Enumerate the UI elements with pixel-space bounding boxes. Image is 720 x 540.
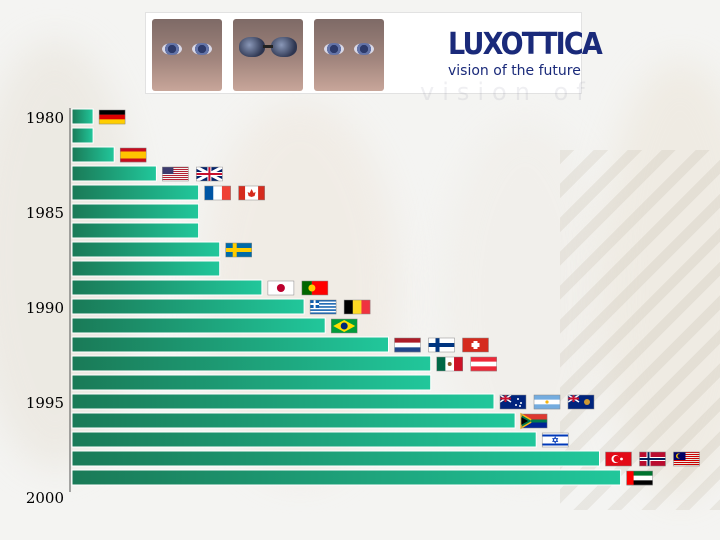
- sweden-flag: [225, 242, 252, 258]
- bar-1987: [71, 241, 221, 258]
- belgium-flag: [343, 299, 371, 315]
- bar-1995: [71, 393, 495, 410]
- bar-1989: [71, 279, 263, 296]
- bar-1988: [71, 260, 221, 277]
- canada-flag: [238, 185, 265, 201]
- eyes-photo-3: [314, 19, 384, 91]
- eyes-photo-2: [233, 19, 303, 91]
- bar-1993: [71, 355, 432, 372]
- bar-1998: [71, 450, 600, 467]
- year-label-2000: 2000: [26, 489, 64, 507]
- finland-flag: [428, 337, 455, 353]
- spain-flag: [119, 147, 147, 163]
- logo-tagline: vision of the future: [448, 63, 581, 79]
- bar-1996: [71, 412, 516, 429]
- tagline-watermark: vision of: [420, 78, 593, 106]
- israel-flag: [541, 432, 569, 448]
- switzerland-flag: [462, 337, 489, 353]
- bar-1983: [71, 165, 157, 182]
- germany-flag: [98, 109, 126, 125]
- bar-1981: [71, 127, 94, 144]
- uae-flag: [626, 470, 653, 486]
- netherlands-flag: [394, 337, 421, 353]
- year-label-1990: 1990: [26, 299, 64, 317]
- bar-1991: [71, 317, 326, 334]
- australia-flag: [499, 394, 527, 410]
- france-flag: [204, 185, 231, 201]
- mexico-flag: [436, 356, 463, 372]
- malaysia-flag: [673, 451, 700, 467]
- year-label-1980: 1980: [26, 109, 64, 127]
- luxottica-logo: LUXOTTICA: [448, 27, 603, 62]
- brazil-flag: [330, 318, 358, 334]
- bar-1990: [71, 298, 305, 315]
- bar-1986: [71, 222, 200, 239]
- bar-1980: [71, 108, 94, 125]
- bar-1997: [71, 431, 537, 448]
- turkey-flag: [605, 451, 632, 467]
- new-zealand-flag: [567, 394, 595, 410]
- bar-1999: [71, 469, 622, 486]
- greece-flag: [309, 299, 337, 315]
- bar-1982: [71, 146, 115, 163]
- bar-1994: [71, 374, 432, 391]
- japan-flag: [267, 280, 295, 296]
- header-banner: LUXOTTICA vision of the future: [145, 12, 603, 94]
- bar-1984: [71, 184, 200, 201]
- argentina-flag: [533, 394, 561, 410]
- bar-1992: [71, 336, 389, 353]
- year-label-1995: 1995: [26, 394, 64, 412]
- bar-1985: [71, 203, 200, 220]
- portugal-flag: [301, 280, 329, 296]
- usa-flag: [162, 166, 189, 182]
- norway-flag: [639, 451, 666, 467]
- south-africa-flag: [520, 412, 548, 430]
- uk-flag: [195, 165, 224, 183]
- year-label-1985: 1985: [26, 204, 64, 222]
- austria-flag: [470, 356, 497, 372]
- eyes-photo-1: [152, 19, 222, 91]
